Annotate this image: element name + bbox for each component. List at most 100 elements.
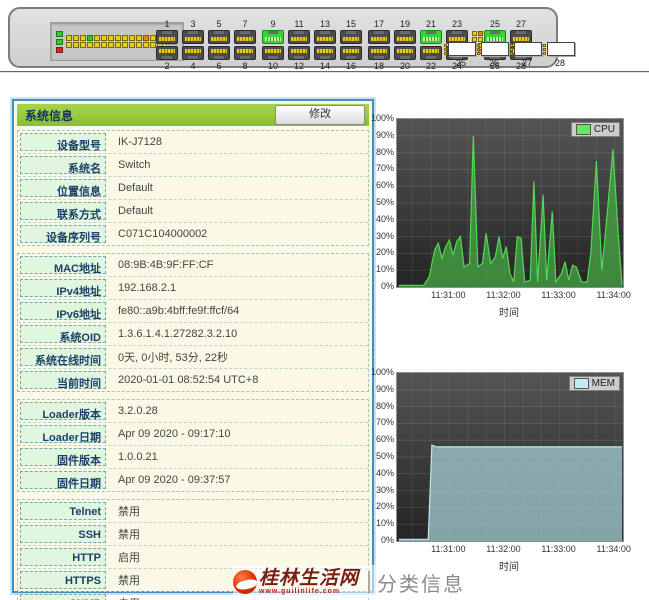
port-10-icon[interactable] <box>262 46 284 60</box>
port-number: 15 <box>345 19 356 29</box>
green-status-led <box>56 38 63 45</box>
led-cell <box>472 31 477 36</box>
port-8-icon[interactable] <box>234 46 256 60</box>
watermark-ball-icon <box>233 570 257 594</box>
y-tick-label: 50% <box>375 197 394 207</box>
info-row: 系统在线时间 0天, 0小时, 53分, 22秒 <box>18 346 368 369</box>
info-label: 系统OID <box>20 325 106 344</box>
info-row: 设备序列号 C071C104000002 <box>18 223 368 245</box>
x-axis-title: 时间 <box>499 308 519 319</box>
info-row: HTTP 启用 <box>18 546 368 569</box>
info-value: Apr 09 2020 - 09:17:10 <box>118 428 231 440</box>
info-label: MAC地址 <box>20 256 106 275</box>
switch-front-panel: 1 3 5 7 2 4 6 8 9 11 13 15 10 12 14 16 17 19 21 23 18 20 22 24 2… <box>8 7 575 71</box>
port-number: 24 <box>451 61 462 71</box>
port-17-icon[interactable] <box>368 30 390 44</box>
port-number: 11 <box>294 19 304 29</box>
sfp-number: 27 <box>521 58 532 68</box>
x-axis-title: 时间 <box>499 562 519 573</box>
info-row: IPv6地址 fe80::a9b:4bff:fe9f:ffcf/64 <box>18 300 368 323</box>
watermark-suffix: 分类信息 <box>377 573 466 596</box>
led-cell <box>66 42 72 48</box>
info-row: Loader日期 Apr 09 2020 - 09:17:10 <box>18 423 368 446</box>
port-19-icon[interactable] <box>394 30 416 44</box>
port-14-icon[interactable] <box>314 46 336 60</box>
y-tick-label: 40% <box>375 467 394 478</box>
y-tick-label: 80% <box>375 146 394 157</box>
port-6-icon[interactable] <box>208 46 230 60</box>
port-number: 19 <box>399 19 410 29</box>
led-cell <box>80 42 86 48</box>
x-tick-label: 11:34:00 <box>596 544 631 554</box>
system-info-panel: 系统信息 修改 设备型号 IK-J7128 系统名 Switch 位置信息 Default… <box>12 99 374 600</box>
port-number: 17 <box>373 19 384 29</box>
led-cell <box>129 42 135 48</box>
led-cell <box>122 42 128 48</box>
legend-label: CPU <box>593 124 615 135</box>
x-tick-label: 11:32:00 <box>486 544 521 554</box>
y-tick-label: 70% <box>375 417 394 428</box>
info-row: SSH 禁用 <box>18 523 368 546</box>
y-tick-label: 10% <box>375 518 394 529</box>
port-1-icon[interactable] <box>156 30 178 44</box>
port-21-icon[interactable] <box>420 30 442 44</box>
sfp-slot-25[interactable] <box>444 42 476 56</box>
led-cell <box>80 35 86 41</box>
port-13-icon[interactable] <box>314 30 336 44</box>
info-value: 启用 <box>118 552 140 564</box>
info-value: 2020-01-01 08:52:54 UTC+8 <box>118 374 259 386</box>
led-cell <box>101 42 107 48</box>
port-3-icon[interactable] <box>182 30 204 44</box>
y-tick-label: 20% <box>375 247 394 258</box>
port-22-icon[interactable] <box>420 46 442 60</box>
info-value: C071C104000002 <box>118 228 208 240</box>
sfp-number: 26 <box>488 58 499 68</box>
info-row: Loader版本 3.2.0.28 <box>18 400 368 423</box>
led-cell <box>94 35 100 41</box>
info-value: 1.0.0.21 <box>118 451 158 463</box>
modify-button[interactable]: 修改 <box>275 105 365 125</box>
info-row: IPv4地址 192.168.2.1 <box>18 277 368 300</box>
port-15-icon[interactable] <box>340 30 362 44</box>
info-label: 设备序列号 <box>20 225 106 244</box>
port-number: 20 <box>399 61 410 71</box>
info-label: 系统名 <box>20 156 106 175</box>
port-7-icon[interactable] <box>234 30 256 44</box>
y-tick-label: 90% <box>375 383 394 394</box>
sfp-slot-27[interactable] <box>510 42 542 56</box>
port-5-icon[interactable] <box>208 30 230 44</box>
port-2-icon[interactable] <box>156 46 178 60</box>
port-16-icon[interactable] <box>340 46 362 60</box>
info-section: Loader版本 3.2.0.28 Loader日期 Apr 09 2020 - 09… <box>17 399 369 492</box>
sfp-slot-28[interactable] <box>543 42 575 56</box>
info-value: Default <box>118 182 153 194</box>
port-20-icon[interactable] <box>394 46 416 60</box>
chart-legend: MEM <box>568 376 620 391</box>
sfp-slot-26[interactable] <box>477 42 509 56</box>
port-12-icon[interactable] <box>288 46 310 60</box>
cpu-usage-chart: 0% 10% 20% 30% 40% 50% 60% 70% 80% 90% 100% CPU 11:… <box>366 112 649 319</box>
port-number: 16 <box>345 61 356 71</box>
port-number: 4 <box>190 61 196 71</box>
watermark-divider <box>368 571 371 593</box>
y-tick-label: 60% <box>375 434 394 445</box>
led-cell <box>478 31 483 36</box>
y-tick-label: 90% <box>375 129 394 140</box>
info-value: 禁用 <box>118 529 140 541</box>
port-9-icon[interactable] <box>262 30 284 44</box>
y-tick-label: 40% <box>375 213 394 224</box>
port-number: 7 <box>242 19 248 29</box>
led-cell <box>143 35 149 41</box>
port-11-icon[interactable] <box>288 30 310 44</box>
panel-title: 系统信息 <box>25 108 74 123</box>
port-number: 6 <box>216 61 222 71</box>
port-4-icon[interactable] <box>182 46 204 60</box>
port-18-icon[interactable] <box>368 46 390 60</box>
port-number: 3 <box>190 19 196 29</box>
led-cell <box>115 35 121 41</box>
info-section: Telnet禁用SSH禁用HTTP启用HTTPS禁用SNMP启用 <box>17 499 369 600</box>
port-number: 27 <box>515 19 526 29</box>
sfp-number: 28 <box>554 58 565 68</box>
port-group-1: 1 3 5 7 2 4 6 8 <box>156 19 256 71</box>
port-number: 21 <box>425 19 436 29</box>
